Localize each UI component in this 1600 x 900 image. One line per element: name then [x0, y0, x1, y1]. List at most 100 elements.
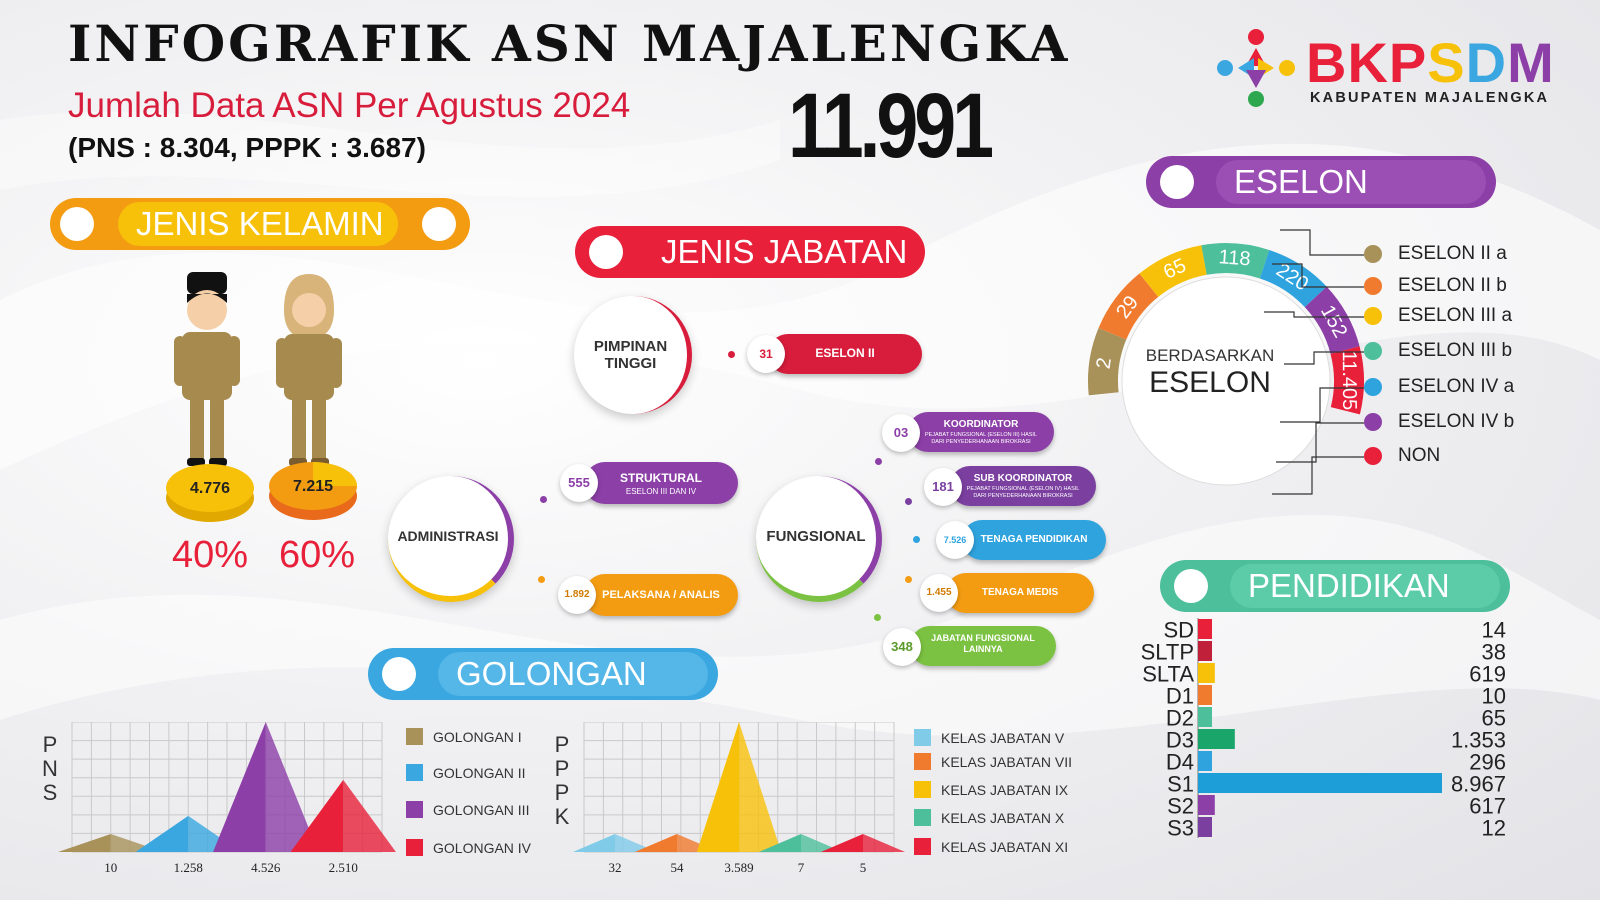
section-pill-jenis-kelamin: JENIS KELAMIN	[50, 198, 470, 250]
pendidikan-category-label: D4	[1166, 750, 1194, 775]
page-subtitle: Jumlah Data ASN Per Agustus 2024	[68, 86, 631, 125]
connector-dot	[913, 536, 920, 543]
legend-label: KELAS JABATAN XI	[941, 838, 1069, 855]
value-badge: 1.892	[558, 576, 596, 614]
pendidikan-value-label: 619	[1469, 662, 1506, 687]
pendidikan-bar	[1198, 619, 1212, 639]
pendidikan-bar	[1198, 641, 1212, 661]
pendidikan-category-label: SD	[1163, 618, 1194, 643]
triangle-value-label: 54	[671, 860, 685, 875]
jabatan-bar-tenaga-pendidikan: TENAGA PENDIDIKAN	[962, 520, 1106, 560]
value-badge: 31	[747, 335, 785, 373]
eselon-legend-item: ESELON III a	[1364, 305, 1512, 327]
ylabel-letter: K	[555, 804, 570, 829]
bkpsdm-logo-text: BKPSDM	[1306, 30, 1555, 95]
triangle-value-label: 5	[860, 860, 867, 875]
legend-item: KELAS JABATAN X	[914, 809, 1064, 826]
legend-swatch	[406, 801, 423, 818]
male-pedestal	[166, 464, 254, 522]
triangle-mark-shade	[343, 779, 396, 852]
triangle-mark-shade	[863, 834, 906, 852]
section-title: GOLONGAN	[438, 652, 708, 696]
pendidikan-bar	[1198, 663, 1215, 683]
jabatan-bar-koordinator: KOORDINATOR PEJABAT FUNGSIONAL (ESELON I…	[908, 412, 1054, 452]
jabatan-bar-pelaksana: PELAKSANA / ANALIS	[584, 574, 738, 616]
pendidikan-value-label: 12	[1482, 816, 1506, 841]
bar-label: ESELON II	[815, 346, 875, 360]
ylabel-letter: P	[555, 780, 570, 805]
value-badge: 555	[560, 464, 598, 502]
section-pill-golongan: GOLONGAN	[368, 648, 718, 700]
pendidikan-bar	[1198, 751, 1212, 771]
value-badge: 1.455	[920, 574, 958, 612]
eselon-legend-item: ESELON IV a	[1364, 376, 1514, 398]
pendidikan-bar	[1198, 685, 1212, 705]
eselon-leader-line	[1264, 311, 1364, 318]
legend-label: ESELON II a	[1398, 243, 1507, 264]
jabatan-bar-eselon-ii: ESELON II	[768, 334, 922, 374]
connector-dot	[728, 351, 735, 358]
eselon-legend-item: ESELON IV b	[1364, 411, 1514, 433]
eselon-legend-item: NON	[1364, 445, 1440, 467]
eselon-leader-line	[1276, 422, 1364, 463]
pimpinan-label: PIMPINAN TINGGI	[593, 338, 668, 372]
jabatan-bar-sub-koordinator: SUB KOORDINATOR PEJABAT FUNGSIONAL (ESEL…	[950, 466, 1096, 506]
legend-label: ESELON III b	[1398, 340, 1513, 361]
triangle-value-label: 1.258	[174, 860, 203, 875]
logo-letter: M	[1507, 31, 1555, 94]
legend-label: ESELON III a	[1398, 305, 1513, 326]
triangle-mark	[213, 722, 266, 852]
triangle-value-label: 7	[798, 860, 805, 875]
legend-swatch	[914, 729, 931, 746]
legend-label: GOLONGAN I	[433, 728, 522, 745]
bar-sub: ESELON III DAN IV	[625, 487, 697, 496]
pns-pppk-counts: (PNS : 8.304, PPPK : 3.687)	[68, 132, 426, 163]
pill-dot	[422, 207, 456, 241]
pendidikan-bar	[1198, 817, 1212, 837]
eselon-leader-line	[1280, 229, 1364, 256]
triangle-mark	[634, 834, 677, 852]
triangle-value-label: 32	[609, 860, 622, 875]
ylabel-letter: P	[43, 732, 58, 757]
pns-golongan-chart: 10 1.258 4.526 2.510 PNS	[42, 722, 396, 875]
legend-label: ESELON II b	[1398, 275, 1507, 296]
logo-letter: S	[1427, 31, 1466, 94]
jabatan-bar-fungsional-lainnya: JABATAN FUNGSIONAL LAINNYA	[910, 626, 1056, 666]
logo-letter: P	[1388, 31, 1428, 94]
ylabel-letter: P	[555, 756, 570, 781]
center-label-line2: ESELON	[1149, 366, 1271, 399]
triangle-value-label: 10	[104, 860, 117, 875]
legend-item: GOLONGAN I	[406, 728, 522, 745]
triangle-mark	[820, 834, 863, 852]
pendidikan-bar-chart: SD 14 SLTP 38 SLTA 619 D1 10 D2 65 D3 1.353 D4 296 S1 8…	[1141, 618, 1506, 841]
triangle-mark-shade	[265, 722, 319, 852]
pendidikan-value-label: 617	[1469, 794, 1506, 819]
eselon-leader-line	[1284, 351, 1364, 365]
triangle-mark	[290, 779, 344, 852]
legend-label: KELAS JABATAN V	[941, 729, 1065, 746]
bar-sub: PEJABAT FUNGSIONAL (ESELON IV) HASIL DAR…	[966, 486, 1080, 499]
pendidikan-value-label: 10	[1482, 684, 1506, 709]
section-title: ESELON	[1216, 160, 1486, 204]
legend-item: GOLONGAN II	[406, 764, 526, 781]
administrasi-bubble: ADMINISTRASI	[388, 476, 514, 602]
pendidikan-category-label: S1	[1167, 772, 1194, 797]
legend-label: ESELON IV b	[1398, 411, 1515, 432]
connector-dot	[905, 576, 912, 583]
people-circle-logo-icon	[1217, 29, 1295, 107]
bar-label: JABATAN FUNGSIONAL LAINNYA	[931, 633, 1035, 654]
eselon-value-label: 2	[1093, 356, 1116, 370]
pendidikan-category-label: SLTA	[1142, 662, 1194, 687]
female-civil-servant-icon	[276, 274, 342, 466]
section-title: JENIS JABATAN	[643, 230, 913, 274]
legend-swatch	[914, 838, 931, 855]
logo-letter: B	[1306, 31, 1348, 94]
connector-dot	[875, 458, 882, 465]
connector-dot	[538, 576, 545, 583]
fungsional-label: FUNGSIONAL	[766, 527, 866, 545]
pendidikan-bar	[1198, 729, 1235, 749]
legend-swatch	[1364, 342, 1382, 360]
legend-swatch	[1364, 277, 1382, 295]
section-title: JENIS KELAMIN	[118, 202, 398, 246]
page-title: INFOGRAFIK ASN MAJALENGKA	[68, 14, 1071, 73]
